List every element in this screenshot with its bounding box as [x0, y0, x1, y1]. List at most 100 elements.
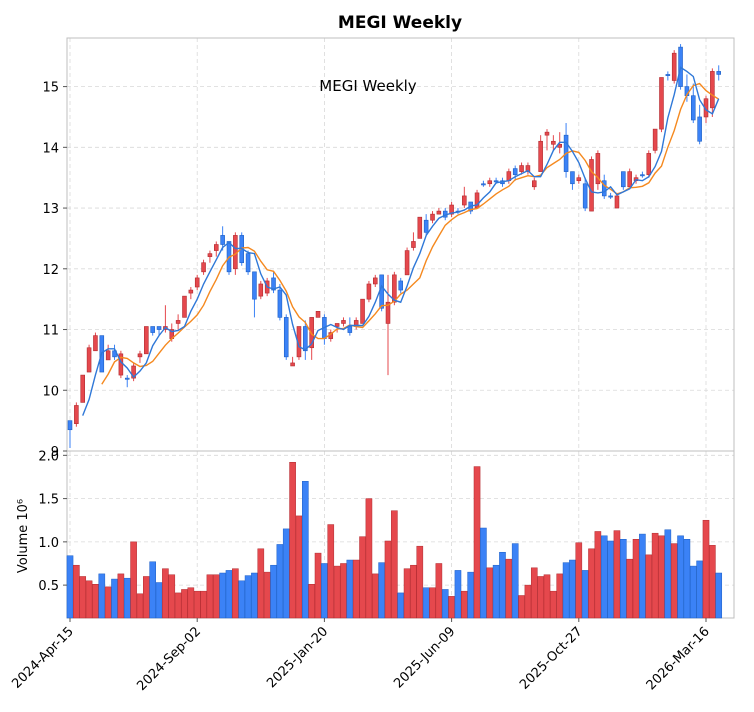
volume-bar [321, 563, 328, 619]
volume-bar [340, 563, 347, 619]
volume-bar [263, 571, 271, 619]
candle [582, 177, 588, 212]
price-grid [67, 38, 734, 452]
volume-bar [289, 461, 296, 619]
volume-bar [98, 573, 106, 619]
candle-body [214, 244, 219, 251]
candle [194, 274, 200, 291]
candle [144, 326, 149, 355]
candle-body [80, 374, 85, 403]
volume-bars [66, 461, 723, 619]
volume-bar [511, 543, 519, 619]
x-tick-label: 2025-Jun-09 [391, 624, 458, 691]
volume-bar [632, 539, 640, 619]
candle-body [614, 195, 620, 209]
volume-bar [143, 576, 150, 619]
candle-body [188, 289, 194, 294]
candle-body [86, 347, 92, 373]
candle-body [589, 159, 594, 212]
candle [201, 259, 206, 275]
candle [366, 280, 372, 303]
candle-body [385, 301, 391, 324]
candle [430, 211, 435, 224]
volume-bar [492, 564, 500, 619]
volume-bar [461, 590, 468, 619]
volume-bar [66, 555, 74, 619]
volume-bar [709, 545, 716, 619]
candle [538, 135, 543, 172]
candle-body [570, 171, 575, 185]
volume-bar [499, 551, 506, 619]
price-tick-label: 14 [42, 141, 59, 156]
candle-body [697, 116, 702, 142]
candle [589, 156, 594, 212]
candle-body [519, 165, 524, 172]
volume-bar [85, 580, 93, 619]
candle-body [423, 219, 429, 233]
volume-bar [225, 570, 233, 619]
candle-body [194, 277, 200, 288]
candle-body [544, 131, 550, 136]
volume-axis: 0.5 1.0 1.5 2.0 [38, 449, 67, 594]
candle [601, 174, 607, 199]
volume-bar [658, 535, 665, 619]
candle [105, 344, 111, 361]
ma-fast-line [82, 66, 720, 416]
candle-body [691, 95, 696, 121]
volume-bar [429, 587, 436, 619]
volume-bar [607, 540, 614, 619]
volume-bar [92, 584, 99, 619]
volume-bar [73, 564, 80, 619]
candle-body [551, 140, 556, 145]
candle-body [67, 420, 73, 431]
x-tick-label: 2024-Apr-15 [9, 624, 76, 691]
volume-bar [613, 530, 621, 619]
volume-bar [689, 565, 697, 619]
candle [576, 174, 582, 184]
volume-axis-label: Volume 10⁶ [16, 499, 31, 573]
candle-body [245, 253, 251, 273]
candle-body [392, 274, 397, 303]
candle-body [398, 280, 403, 291]
chart-annotation: MEGI Weekly [319, 77, 416, 95]
candle [175, 314, 181, 330]
candle [697, 104, 702, 145]
candle-body [512, 168, 518, 175]
volume-bar [193, 590, 201, 619]
candle-body [716, 71, 721, 75]
candle-body [124, 377, 130, 380]
volume-bar [696, 560, 703, 619]
price-tick-label: 15 [42, 81, 59, 96]
candle [290, 356, 295, 367]
candle [207, 250, 213, 263]
volume-bar [79, 576, 87, 619]
candle-body [137, 353, 143, 358]
candle [512, 165, 518, 181]
volume-bar [664, 529, 672, 619]
volume-bar [467, 571, 474, 619]
candle-body [538, 140, 543, 172]
price-panel-frame [66, 37, 735, 452]
candle [385, 274, 391, 376]
candle-body [665, 74, 671, 76]
volume-bar [410, 564, 417, 619]
volume-bar [104, 586, 112, 619]
volume-tick-label: 1.0 [38, 536, 59, 551]
candle-body [640, 174, 645, 177]
candle [86, 344, 92, 373]
candle [124, 375, 130, 388]
volume-bar [270, 564, 277, 619]
volume-bar [384, 540, 392, 619]
candle-body [430, 213, 435, 221]
volume-bar [486, 567, 494, 619]
price-tick-label: 9 [51, 445, 59, 460]
candles [67, 44, 721, 448]
volume-bar [117, 573, 125, 619]
volume-bar [308, 584, 315, 619]
volume-bar [626, 558, 633, 619]
candle-body [201, 262, 206, 273]
candle-body [436, 210, 442, 215]
candle [93, 332, 98, 352]
candle [398, 277, 403, 294]
